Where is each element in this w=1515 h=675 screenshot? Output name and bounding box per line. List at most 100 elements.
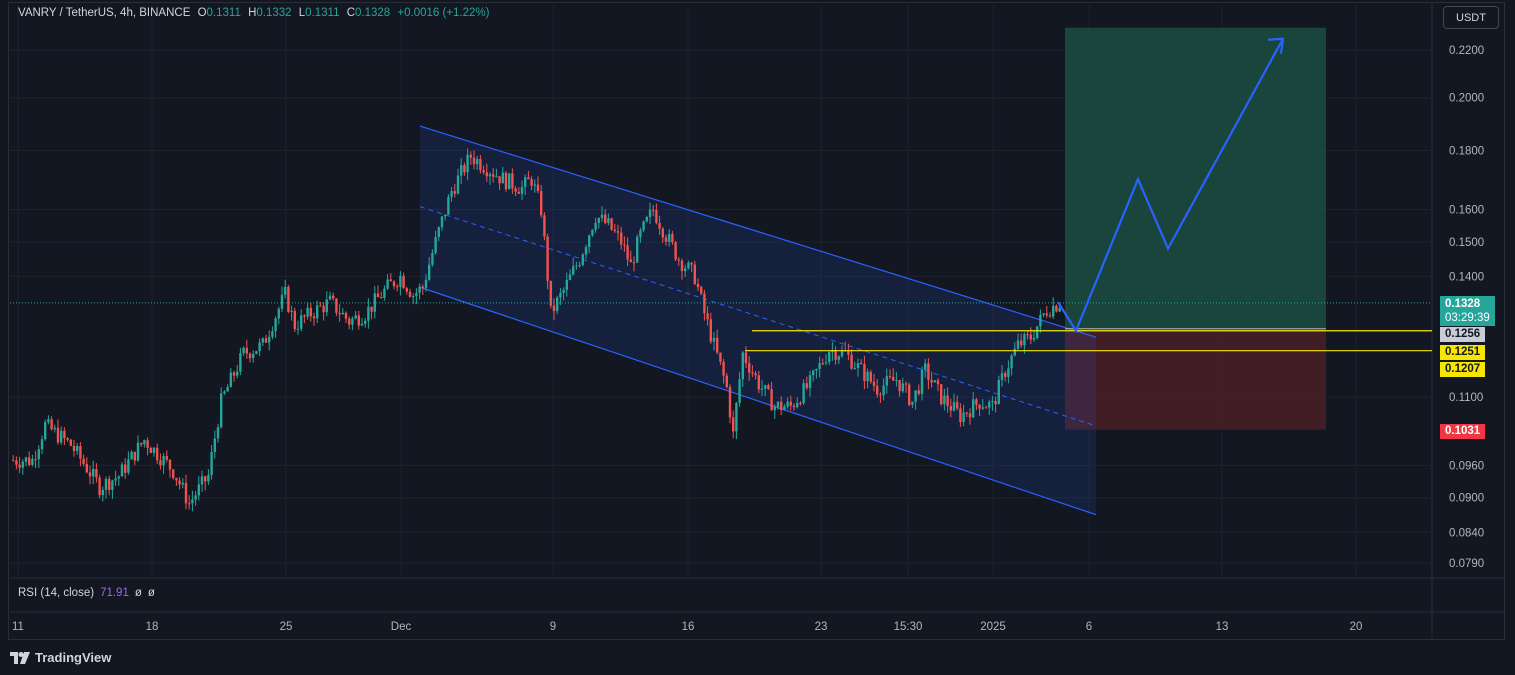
candle-body (44, 422, 47, 440)
candle-body (1032, 338, 1036, 340)
candle-body (744, 352, 748, 364)
candle-body (914, 390, 917, 402)
candle-body (501, 172, 504, 184)
candle-body (952, 402, 956, 411)
x-tick-label: 2025 (980, 621, 1006, 633)
tradingview-logo[interactable]: TradingView (10, 650, 111, 665)
y-tick-label: 0.0960 (1449, 460, 1484, 472)
x-tick-label: 25 (280, 621, 293, 633)
close-value: 0.1328 (355, 7, 391, 19)
candle-body (472, 157, 476, 165)
candle-body (514, 188, 517, 192)
candle-body (748, 363, 751, 373)
symbol-title[interactable]: VANRY / TetherUS, 4h, BINANCE (18, 7, 191, 19)
candle-body (421, 286, 424, 288)
candle-body (130, 451, 133, 460)
candle-body (786, 401, 789, 407)
candle-body (821, 363, 824, 365)
candle-body (1010, 355, 1013, 369)
candle-body (220, 393, 223, 428)
candle-body (396, 286, 399, 288)
candle-body (1048, 315, 1052, 317)
candle-body (591, 229, 594, 236)
candle-body (255, 351, 258, 354)
candle-body (149, 448, 152, 454)
tradingview-icon (10, 651, 30, 664)
currency-button[interactable]: USDT (1443, 6, 1499, 29)
candle-body (552, 305, 556, 312)
candle-body (700, 287, 703, 294)
candle-body (479, 159, 482, 171)
candle-body (709, 319, 712, 342)
candle-body (386, 279, 389, 289)
target-zone (1065, 27, 1326, 331)
candle-body (37, 449, 40, 460)
candle-body (879, 394, 882, 396)
candle-body (930, 380, 933, 383)
candle-body (584, 247, 588, 255)
candle-body (322, 305, 325, 313)
channel-upper-line (419, 125, 1097, 338)
candle-body (367, 306, 370, 321)
candle-body (453, 191, 456, 194)
open-label: O (197, 7, 207, 19)
y-tick-label: 0.2200 (1449, 45, 1484, 57)
candle-body (620, 232, 623, 245)
candle-body (264, 338, 268, 343)
candle-body (927, 363, 930, 381)
candle-body (325, 299, 328, 313)
candle-body (184, 482, 188, 504)
open-value: 0.1311 (206, 7, 241, 19)
rsi-value: 71.91 (100, 587, 129, 599)
candle-body (66, 438, 69, 440)
candle-body (165, 456, 168, 460)
candle-body (639, 230, 642, 237)
countdown-value: 03:29:39 (1445, 312, 1490, 324)
candle-body (117, 476, 120, 479)
candle-body (232, 372, 236, 376)
rsi-label[interactable]: RSI (14, close) (18, 587, 95, 599)
candle-body (364, 320, 367, 324)
candle-body (392, 281, 396, 287)
x-tick-label: Dec (391, 621, 412, 633)
candle-body (428, 264, 431, 280)
candle-body (540, 191, 543, 216)
candle-body (111, 480, 114, 490)
candle-body (124, 464, 127, 473)
candle-body (636, 236, 639, 263)
candle-body (517, 191, 520, 194)
candle-body (1026, 334, 1029, 336)
candle-body (1007, 368, 1010, 377)
candle-body (34, 459, 37, 461)
candle-body (984, 407, 988, 409)
x-tick-label: 6 (1086, 621, 1092, 633)
candle-body (290, 310, 293, 312)
candle-body (456, 175, 460, 194)
x-tick-label: 11 (12, 621, 24, 633)
candle-body (856, 363, 860, 368)
candle-body (968, 413, 972, 418)
y-tick-label: 0.1400 (1449, 271, 1484, 283)
candle-body (271, 331, 274, 337)
candle-body (568, 274, 572, 280)
candle-body (1029, 334, 1032, 340)
candle-body (1036, 326, 1039, 339)
candle-body (664, 237, 668, 242)
candle-body (143, 440, 146, 445)
candle-body (684, 268, 687, 272)
candle-body (773, 406, 776, 411)
candle-body (808, 375, 812, 388)
candle-body (277, 308, 280, 319)
candle-body (876, 385, 879, 395)
candle-body (716, 337, 719, 353)
candle-body (210, 451, 213, 475)
high-value: 0.1332 (256, 7, 292, 19)
y-tick-label: 0.1100 (1449, 392, 1483, 404)
candle-body (764, 385, 767, 389)
candle-body (338, 312, 341, 315)
candle-body (597, 218, 600, 223)
candle-body (975, 399, 978, 405)
candle-body (578, 265, 581, 267)
candle-body (226, 387, 229, 392)
